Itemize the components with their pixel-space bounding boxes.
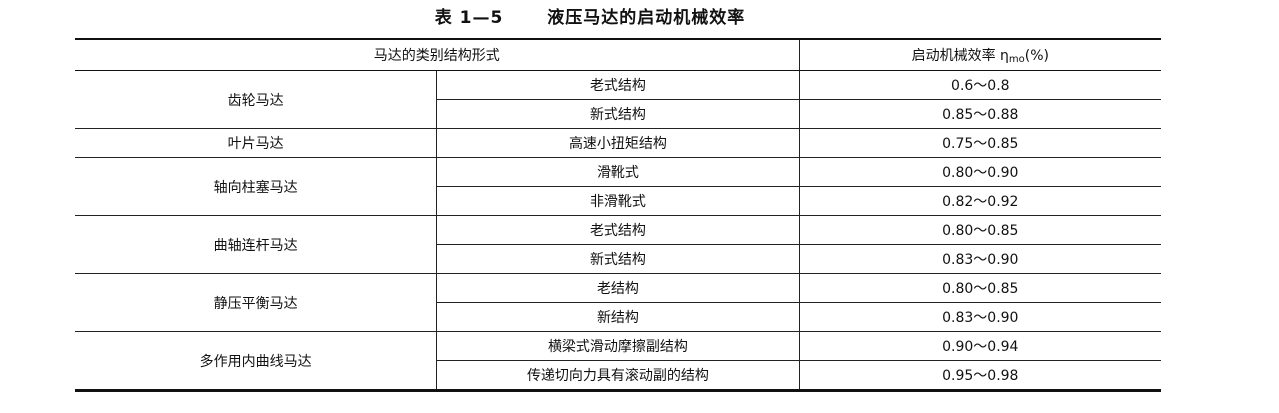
efficiency-value-cell: 0.82～0.92 xyxy=(799,186,1161,216)
table-row: 非滑靴式 0.82～0.92 xyxy=(75,186,1161,216)
table-title: 表 1—5 液压马达的启动机械效率 xyxy=(0,3,1180,28)
table-row: 新式结构 0.85～0.88 xyxy=(75,99,1161,129)
structure-cell: 高速小扭矩结构 xyxy=(436,128,800,158)
motor-type-cell: 多作用内曲线马达 xyxy=(75,331,438,392)
table-number: 表 1—5 xyxy=(434,8,504,28)
structure-cell: 滑靴式 xyxy=(436,157,800,187)
table-row: 传递切向力具有滚动副的结构 0.95～0.98 xyxy=(75,360,1161,392)
table-row: 叶片马达 高速小扭矩结构 0.75～0.85 xyxy=(75,128,1161,158)
structure-cell: 传递切向力具有滚动副的结构 xyxy=(436,360,800,392)
motor-type-cell: 曲轴连杆马达 xyxy=(75,215,438,274)
table-row: 新式结构 0.83～0.90 xyxy=(75,244,1161,274)
efficiency-value-cell: 0.83～0.90 xyxy=(799,244,1161,274)
motor-type-cell: 轴向柱塞马达 xyxy=(75,157,438,216)
header-efficiency: 启动机械效率 ηmo(%) xyxy=(799,38,1161,71)
efficiency-value-cell: 0.83～0.90 xyxy=(799,302,1161,332)
efficiency-value-cell: 0.75～0.85 xyxy=(799,128,1161,158)
efficiency-value-cell: 0.85～0.88 xyxy=(799,99,1161,129)
efficiency-value-cell: 0.80～0.90 xyxy=(799,157,1161,187)
structure-cell: 新式结构 xyxy=(436,99,800,129)
structure-cell: 横梁式滑动摩擦副结构 xyxy=(436,331,800,361)
header-efficiency-label: 启动机械效率 η xyxy=(911,48,1009,64)
table-row: 静压平衡马达 老结构 0.80～0.85 xyxy=(75,273,1161,332)
efficiency-table: 马达的类别结构形式 启动机械效率 ηmo(%) 齿轮马达 老式结构 0.6～0.8 新… xyxy=(75,38,1161,392)
motor-type-cell: 叶片马达 xyxy=(75,128,438,158)
table-row: 多作用内曲线马达 横梁式滑动摩擦副结构 0.90～0.94 xyxy=(75,331,1161,392)
efficiency-value-cell: 0.95～0.98 xyxy=(799,360,1161,392)
header-category: 马达的类别结构形式 xyxy=(75,38,800,71)
table-row: 曲轴连杆马达 老式结构 0.80～0.85 xyxy=(75,215,1161,274)
structure-cell: 老式结构 xyxy=(436,70,800,100)
efficiency-value-cell: 0.80～0.85 xyxy=(799,273,1161,303)
motor-type-cell: 齿轮马达 xyxy=(75,70,438,129)
efficiency-value-cell: 0.80～0.85 xyxy=(799,215,1161,245)
efficiency-value-cell: 0.90～0.94 xyxy=(799,331,1161,361)
structure-cell: 新结构 xyxy=(436,302,800,332)
structure-cell: 老式结构 xyxy=(436,215,800,245)
structure-cell: 老结构 xyxy=(436,273,800,303)
structure-cell: 新式结构 xyxy=(436,244,800,274)
efficiency-value-cell: 0.6～0.8 xyxy=(799,70,1161,100)
structure-cell: 非滑靴式 xyxy=(436,186,800,216)
table-row: 新结构 0.83～0.90 xyxy=(75,302,1161,332)
header-efficiency-unit: (%) xyxy=(1024,48,1049,64)
header-row: 马达的类别结构形式 启动机械效率 ηmo(%) xyxy=(75,38,1161,71)
header-efficiency-subscript: mo xyxy=(1008,54,1025,65)
table-caption: 液压马达的启动机械效率 xyxy=(547,8,746,28)
table-row: 齿轮马达 老式结构 0.6～0.8 xyxy=(75,70,1161,129)
motor-type-cell: 静压平衡马达 xyxy=(75,273,438,332)
table-row: 轴向柱塞马达 滑靴式 0.80～0.90 xyxy=(75,157,1161,216)
